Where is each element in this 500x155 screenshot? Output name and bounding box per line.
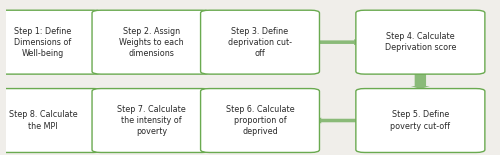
FancyBboxPatch shape xyxy=(200,10,320,74)
Polygon shape xyxy=(312,117,364,124)
Text: Step 5. Define
poverty cut-off: Step 5. Define poverty cut-off xyxy=(390,111,450,131)
Text: Step 7. Calculate
the intensity of
poverty: Step 7. Calculate the intensity of pover… xyxy=(117,105,186,136)
FancyBboxPatch shape xyxy=(356,89,485,153)
Polygon shape xyxy=(72,117,123,124)
FancyBboxPatch shape xyxy=(356,10,485,74)
Text: Step 4. Calculate
Deprivation score: Step 4. Calculate Deprivation score xyxy=(384,32,456,52)
Polygon shape xyxy=(180,117,232,124)
FancyBboxPatch shape xyxy=(92,89,211,153)
Text: Step 1: Define
Dimensions of
Well-being: Step 1: Define Dimensions of Well-being xyxy=(14,27,72,58)
Text: Step 3. Define
deprivation cut-
off: Step 3. Define deprivation cut- off xyxy=(228,27,292,58)
Polygon shape xyxy=(312,39,364,45)
FancyBboxPatch shape xyxy=(0,10,102,74)
FancyBboxPatch shape xyxy=(0,89,102,153)
Text: Step 6. Calculate
proportion of
deprived: Step 6. Calculate proportion of deprived xyxy=(226,105,294,136)
Polygon shape xyxy=(72,39,123,45)
Polygon shape xyxy=(411,73,430,89)
Text: Step 8. Calculate
the MPI: Step 8. Calculate the MPI xyxy=(8,111,78,131)
Text: Step 2. Assign
Weights to each
dimensions: Step 2. Assign Weights to each dimension… xyxy=(119,27,184,58)
Polygon shape xyxy=(180,39,232,45)
FancyBboxPatch shape xyxy=(92,10,211,74)
FancyBboxPatch shape xyxy=(200,89,320,153)
